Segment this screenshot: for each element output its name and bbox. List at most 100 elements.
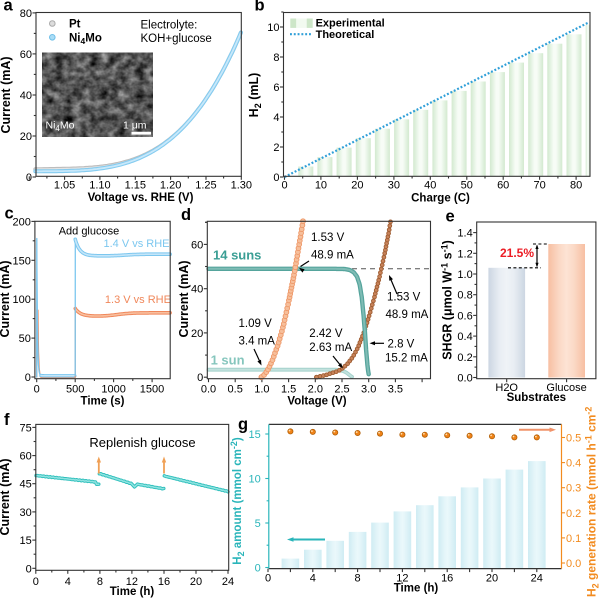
svg-text:1 sun: 1 sun xyxy=(211,353,245,368)
svg-text:Ni4Mo: Ni4Mo xyxy=(46,120,75,134)
svg-text:0: 0 xyxy=(25,372,31,384)
svg-text:8: 8 xyxy=(273,52,279,64)
svg-text:1.09 V: 1.09 V xyxy=(239,318,273,330)
svg-text:10: 10 xyxy=(315,179,327,191)
svg-text:150: 150 xyxy=(13,255,31,267)
svg-text:c: c xyxy=(5,205,14,223)
svg-text:45: 45 xyxy=(20,479,32,491)
svg-text:0.6: 0.6 xyxy=(457,310,472,322)
svg-text:0: 0 xyxy=(197,372,203,384)
svg-text:80: 80 xyxy=(20,8,32,20)
svg-text:4: 4 xyxy=(273,112,279,124)
svg-text:21.5%: 21.5% xyxy=(500,246,534,260)
svg-text:Ni4Mo: Ni4Mo xyxy=(69,32,102,46)
svg-text:75: 75 xyxy=(20,422,32,434)
svg-text:1.30: 1.30 xyxy=(231,179,252,191)
svg-text:1.3 V vs RHE: 1.3 V vs RHE xyxy=(105,294,171,306)
svg-text:Replenish glucose: Replenish glucose xyxy=(89,435,195,450)
svg-text:0: 0 xyxy=(273,172,279,184)
svg-text:0.1: 0.1 xyxy=(566,533,581,545)
svg-text:14 suns: 14 suns xyxy=(213,248,261,263)
svg-text:15: 15 xyxy=(249,429,261,441)
svg-text:8: 8 xyxy=(97,576,103,588)
svg-text:H2 (mL): H2 (mL) xyxy=(247,73,263,118)
svg-text:Charge (C): Charge (C) xyxy=(411,193,470,205)
svg-text:1 μm: 1 μm xyxy=(123,120,147,132)
svg-text:50: 50 xyxy=(461,179,473,191)
svg-text:70: 70 xyxy=(534,179,546,191)
svg-text:0.4: 0.4 xyxy=(457,331,472,343)
svg-text:1.4 V vs RHE: 1.4 V vs RHE xyxy=(104,238,170,250)
svg-text:1.05: 1.05 xyxy=(54,179,75,191)
svg-text:0.0: 0.0 xyxy=(201,384,216,396)
svg-text:2: 2 xyxy=(273,142,279,154)
svg-text:1.20: 1.20 xyxy=(160,179,181,191)
svg-text:0: 0 xyxy=(255,563,261,575)
svg-text:1.53 V: 1.53 V xyxy=(387,292,421,304)
svg-text:30: 30 xyxy=(388,179,400,191)
svg-text:0.2: 0.2 xyxy=(457,352,472,364)
svg-text:10: 10 xyxy=(267,22,279,34)
svg-text:Time (s): Time (s) xyxy=(81,396,125,408)
svg-text:1.25: 1.25 xyxy=(195,179,216,191)
svg-text:f: f xyxy=(4,411,10,429)
svg-text:0: 0 xyxy=(33,576,39,588)
svg-text:Current (mA): Current (mA) xyxy=(177,260,191,337)
svg-text:Current (mA): Current (mA) xyxy=(0,56,13,133)
svg-text:0.0: 0.0 xyxy=(457,373,472,385)
svg-text:60: 60 xyxy=(20,451,32,463)
svg-text:20: 20 xyxy=(191,328,203,340)
svg-text:1.5: 1.5 xyxy=(281,384,296,396)
svg-text:Time (h): Time (h) xyxy=(110,586,155,598)
svg-text:16: 16 xyxy=(158,576,170,588)
svg-text:0.3: 0.3 xyxy=(566,483,581,495)
svg-text:H2 generation rate (mmol h-1 c: H2 generation rate (mmol h-1 cm-2 xyxy=(584,407,600,597)
svg-text:24: 24 xyxy=(222,576,234,588)
svg-text:Pt: Pt xyxy=(69,19,81,31)
svg-text:0.2: 0.2 xyxy=(566,508,581,520)
svg-text:80: 80 xyxy=(570,179,582,191)
svg-text:20: 20 xyxy=(351,179,363,191)
svg-text:16: 16 xyxy=(441,572,453,584)
svg-text:Voltage (V): Voltage (V) xyxy=(287,396,346,408)
svg-text:1500: 1500 xyxy=(140,384,164,396)
svg-text:Experimental: Experimental xyxy=(316,18,385,30)
svg-text:Time (h): Time (h) xyxy=(394,582,439,594)
svg-text:48.9 mA: 48.9 mA xyxy=(311,250,354,262)
svg-text:0: 0 xyxy=(281,179,287,191)
svg-text:1.4: 1.4 xyxy=(457,228,472,240)
svg-text:15: 15 xyxy=(20,535,32,547)
svg-text:1.53 V: 1.53 V xyxy=(311,232,345,244)
svg-text:0.8: 0.8 xyxy=(457,290,472,302)
svg-text:20: 20 xyxy=(190,576,202,588)
svg-text:3.4 mA: 3.4 mA xyxy=(239,336,276,348)
svg-text:1000: 1000 xyxy=(101,384,125,396)
svg-text:8: 8 xyxy=(355,572,361,584)
svg-text:2.8 V: 2.8 V xyxy=(388,339,415,351)
svg-text:40: 40 xyxy=(20,90,32,102)
svg-text:0: 0 xyxy=(26,563,32,575)
svg-text:g: g xyxy=(238,416,248,434)
svg-text:4: 4 xyxy=(310,572,316,584)
svg-text:1.0: 1.0 xyxy=(457,269,472,281)
svg-text:15.2 mA: 15.2 mA xyxy=(385,353,428,365)
svg-text:Voltage vs. RHE (V): Voltage vs. RHE (V) xyxy=(88,192,194,204)
svg-text:Add glucose: Add glucose xyxy=(59,226,120,238)
svg-text:6: 6 xyxy=(273,82,279,94)
svg-text:2.0: 2.0 xyxy=(308,384,323,396)
svg-text:4: 4 xyxy=(65,576,71,588)
svg-text:a: a xyxy=(4,0,14,15)
svg-text:5: 5 xyxy=(255,518,261,530)
svg-text:10: 10 xyxy=(249,474,261,486)
svg-text:100: 100 xyxy=(13,294,31,306)
svg-text:0: 0 xyxy=(26,172,32,184)
svg-text:1.15: 1.15 xyxy=(125,179,146,191)
svg-text:20: 20 xyxy=(486,572,498,584)
svg-text:H2 amount (mmol cm-2): H2 amount (mmol cm-2) xyxy=(229,437,246,565)
svg-text:2.5: 2.5 xyxy=(334,384,349,396)
svg-text:3.0: 3.0 xyxy=(361,384,376,396)
svg-text:Current (mA): Current (mA) xyxy=(0,458,12,535)
svg-text:0: 0 xyxy=(34,384,40,396)
svg-text:0: 0 xyxy=(265,572,271,584)
svg-text:40: 40 xyxy=(424,179,436,191)
